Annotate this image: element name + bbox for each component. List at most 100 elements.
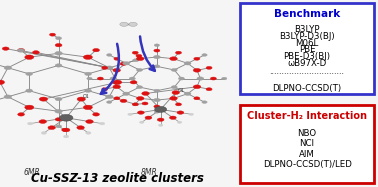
Circle shape [17, 49, 24, 52]
Circle shape [155, 106, 167, 112]
Circle shape [123, 62, 130, 65]
Circle shape [105, 95, 113, 99]
Circle shape [93, 48, 99, 52]
Circle shape [4, 66, 12, 70]
Circle shape [139, 121, 144, 123]
Circle shape [157, 118, 164, 121]
Circle shape [206, 88, 212, 91]
Circle shape [55, 109, 62, 113]
Circle shape [26, 72, 33, 76]
Circle shape [145, 116, 152, 119]
Circle shape [158, 124, 163, 126]
Circle shape [107, 54, 112, 56]
Text: DLPNO-CCSD(T): DLPNO-CCSD(T) [273, 84, 342, 93]
FancyArrowPatch shape [101, 44, 119, 94]
Text: M06L: M06L [296, 39, 319, 47]
Circle shape [154, 65, 160, 68]
Circle shape [0, 80, 5, 85]
Circle shape [136, 68, 143, 71]
Circle shape [154, 44, 160, 47]
Text: 8MR: 8MR [141, 168, 158, 177]
Circle shape [55, 64, 62, 67]
Circle shape [97, 77, 103, 80]
Circle shape [120, 22, 128, 26]
Circle shape [2, 47, 9, 50]
Circle shape [202, 54, 207, 56]
Circle shape [222, 77, 227, 80]
Text: Cu-SSZ-13 zeolite clusters: Cu-SSZ-13 zeolite clusters [31, 172, 204, 185]
Circle shape [113, 80, 122, 85]
Circle shape [84, 55, 93, 59]
Circle shape [170, 96, 177, 100]
Circle shape [26, 89, 33, 92]
Circle shape [128, 113, 132, 115]
Text: Benchmark: Benchmark [274, 9, 340, 19]
Circle shape [114, 97, 120, 100]
Circle shape [99, 122, 105, 125]
Circle shape [194, 97, 200, 100]
Circle shape [55, 118, 62, 121]
Circle shape [86, 120, 93, 123]
Circle shape [178, 77, 184, 80]
Circle shape [55, 97, 62, 101]
Circle shape [136, 57, 144, 61]
Circle shape [169, 116, 176, 119]
Text: 6MR: 6MR [24, 168, 40, 177]
Circle shape [210, 77, 216, 80]
Circle shape [193, 85, 201, 89]
Circle shape [113, 68, 121, 72]
Circle shape [170, 57, 177, 61]
Circle shape [138, 111, 144, 114]
Circle shape [105, 66, 113, 70]
Circle shape [132, 103, 138, 106]
Circle shape [114, 57, 120, 60]
Circle shape [132, 51, 138, 54]
Circle shape [172, 91, 180, 94]
Text: PBE-D3(BJ): PBE-D3(BJ) [284, 52, 331, 61]
FancyArrowPatch shape [140, 36, 155, 71]
Circle shape [136, 96, 144, 100]
Circle shape [129, 22, 137, 26]
Circle shape [25, 105, 34, 110]
Circle shape [184, 92, 191, 95]
Circle shape [123, 92, 130, 95]
Circle shape [171, 68, 177, 71]
Circle shape [93, 113, 99, 116]
Circle shape [120, 99, 127, 102]
Circle shape [136, 86, 143, 89]
Circle shape [153, 55, 160, 59]
Text: PBE: PBE [299, 45, 315, 54]
Circle shape [77, 97, 85, 101]
Circle shape [18, 113, 25, 116]
Circle shape [142, 102, 148, 105]
FancyBboxPatch shape [240, 105, 374, 183]
Circle shape [197, 77, 204, 80]
Text: NCI: NCI [300, 140, 314, 148]
Circle shape [133, 59, 139, 62]
FancyBboxPatch shape [240, 3, 374, 94]
Circle shape [194, 57, 200, 60]
Circle shape [102, 66, 108, 69]
Text: O1: O1 [178, 88, 184, 93]
Circle shape [120, 62, 127, 65]
Circle shape [133, 103, 139, 106]
Circle shape [175, 103, 181, 106]
Circle shape [50, 33, 56, 36]
Circle shape [175, 51, 181, 54]
Circle shape [41, 132, 46, 134]
Circle shape [39, 120, 46, 123]
Circle shape [85, 89, 91, 92]
Text: B3LYP: B3LYP [294, 25, 320, 34]
Circle shape [142, 92, 149, 95]
Circle shape [59, 114, 73, 121]
Circle shape [83, 105, 92, 110]
Circle shape [206, 66, 212, 69]
Circle shape [4, 95, 12, 99]
Circle shape [28, 122, 33, 125]
Text: Cluster-H₂ Interaction: Cluster-H₂ Interaction [247, 111, 367, 121]
Text: DLPNO-CCSD(T)/LED: DLPNO-CCSD(T)/LED [263, 160, 352, 169]
Circle shape [55, 44, 62, 47]
Circle shape [64, 135, 69, 138]
Circle shape [171, 86, 177, 89]
Circle shape [189, 113, 194, 115]
